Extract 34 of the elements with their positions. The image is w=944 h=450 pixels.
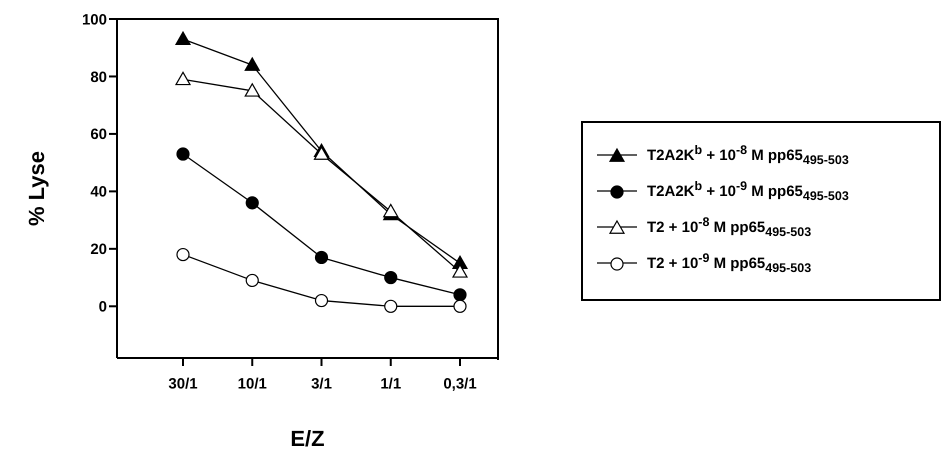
y-axis-title: % Lyse xyxy=(24,150,49,226)
legend-label: T2 + 10$^{-9}$ M pp65$_{495-503}$ xyxy=(647,251,812,275)
point xyxy=(314,146,330,160)
point xyxy=(383,204,398,218)
point xyxy=(384,300,398,313)
x-tick-label: 10/1 xyxy=(238,376,267,393)
y-tick-label: 20 xyxy=(90,241,107,258)
x-tick-label: 3/1 xyxy=(311,376,332,393)
point xyxy=(244,57,260,71)
legend-label: T2 + 10$^{-8}$ M pp65$_{495-503}$ xyxy=(647,215,812,239)
point xyxy=(384,270,398,284)
y-tick-label: 60 xyxy=(90,126,107,144)
y-tick-label: 80 xyxy=(90,68,107,86)
legend-label: T2A2K$^{b}$ + 10$^{-8}$ M pp65$_{495-503}$ xyxy=(647,143,849,167)
point xyxy=(244,83,260,97)
x-tick-label: 0,3/1 xyxy=(443,376,477,393)
point xyxy=(452,264,468,278)
x-tick-label: 30/1 xyxy=(168,376,198,393)
point xyxy=(314,294,328,308)
point xyxy=(175,32,191,45)
point xyxy=(453,288,467,302)
point xyxy=(246,274,259,288)
point xyxy=(246,196,259,210)
y-tick-label: 40 xyxy=(90,184,107,201)
point xyxy=(175,72,191,86)
point xyxy=(314,250,328,264)
x-axis-title: E/Z xyxy=(290,426,325,450)
x-tick-label: 1/1 xyxy=(380,376,402,393)
y-tick-label: 0 xyxy=(98,298,107,316)
y-tick-label: 100 xyxy=(82,11,107,28)
point xyxy=(453,300,467,313)
legend-label: T2A2K$^{b}$ + 10$^{-9}$ M pp65$_{495-503}$ xyxy=(647,179,849,203)
point xyxy=(176,147,190,161)
point xyxy=(176,248,190,262)
